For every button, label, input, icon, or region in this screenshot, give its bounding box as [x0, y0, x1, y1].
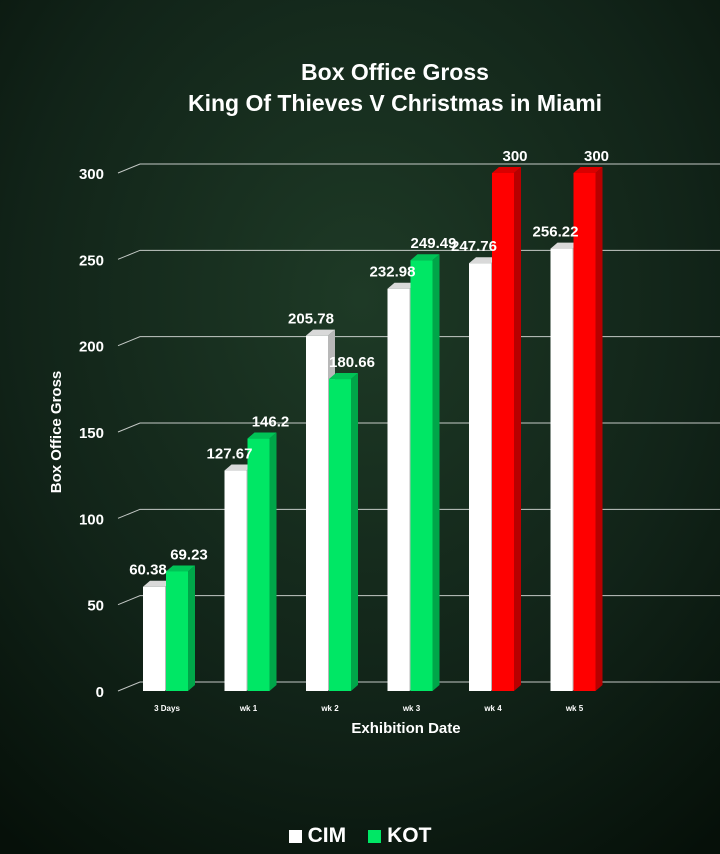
legend-item-cim: CIM — [288, 824, 347, 848]
data-label-cim: 232.98 — [370, 264, 416, 281]
gridline — [117, 422, 720, 433]
gridline — [117, 508, 720, 519]
gridline — [117, 336, 720, 347]
bar-cim — [306, 335, 328, 691]
bar-cim — [387, 288, 410, 691]
bar-top-kot — [492, 167, 521, 173]
bar-kot — [329, 379, 351, 691]
data-label-kot: 300 — [502, 148, 527, 165]
bar-top-kot — [247, 432, 277, 439]
x-tick-label: wk 1 — [239, 704, 258, 713]
bar-kot — [492, 173, 514, 691]
bar-kot — [247, 438, 270, 691]
bar-top-kot — [410, 254, 440, 261]
bar-side-kot — [351, 373, 358, 691]
bar-top-kot — [573, 167, 603, 173]
bar-kot — [573, 173, 596, 691]
x-axis-label: Exhibition Date — [351, 720, 460, 737]
bar-top-kot — [166, 565, 195, 572]
x-tick-label: wk 3 — [402, 704, 421, 713]
x-tick-label: wk 2 — [320, 704, 339, 713]
gridline — [117, 163, 720, 174]
bar-side-kot — [514, 167, 521, 691]
bar-side-kot — [188, 565, 195, 691]
data-label-kot: 146.2 — [252, 414, 290, 431]
bar-top-cim — [143, 580, 172, 587]
bar-side-kot — [595, 167, 603, 691]
x-tick-label: 3 Days — [154, 704, 180, 713]
bar-side-kot — [269, 432, 277, 691]
bar-kot — [410, 260, 433, 691]
legend-swatch-kot — [368, 829, 382, 843]
data-label-cim: 256.22 — [533, 224, 579, 241]
gridline — [117, 681, 720, 692]
chart-title-line-2: King Of Thieves V Christmas in Miami — [188, 90, 602, 116]
x-tick-label: wk 4 — [483, 704, 502, 713]
data-label-kot: 180.66 — [329, 354, 375, 371]
legend-label-kot: KOT — [387, 824, 432, 847]
y-tick-label: 0 — [96, 684, 104, 701]
data-label-kot: 249.49 — [411, 235, 457, 252]
legend: CIM KOT — [0, 824, 720, 848]
x-axis-ticks: 3 Days wk 1 wk 2 wk 3 wk 4 wk 5 — [154, 704, 584, 713]
bar-side-kot — [432, 254, 440, 691]
y-tick-label: 50 — [87, 598, 104, 615]
y-tick-label: 200 — [79, 339, 104, 356]
bar-top-cim — [224, 464, 254, 471]
chart-title-line-1: Box Office Gross — [301, 59, 489, 85]
legend-swatch-cim — [288, 829, 302, 843]
bar-top-cim — [306, 329, 335, 336]
bars — [143, 167, 603, 692]
bar-cim — [143, 586, 165, 691]
data-label-cim: 247.76 — [451, 238, 497, 255]
data-label-cim: 205.78 — [288, 311, 334, 328]
y-tick-label: 300 — [79, 166, 104, 183]
gridlines — [117, 163, 720, 692]
data-label-kot: 300 — [584, 148, 609, 165]
y-axis-ticks: 0 50 100 150 200 250 300 — [79, 166, 104, 701]
bar-cim — [550, 248, 573, 692]
y-tick-label: 150 — [79, 425, 104, 442]
legend-label-cim: CIM — [307, 824, 347, 847]
bar-top-cim — [387, 282, 417, 289]
bar-cim — [469, 263, 491, 691]
data-label-cim: 127.67 — [207, 446, 253, 463]
y-axis-label: Box Office Gross — [48, 371, 65, 494]
legend-item-kot: KOT — [368, 824, 431, 848]
y-tick-label: 100 — [79, 511, 104, 528]
bar-kot — [166, 571, 188, 691]
gridline — [117, 595, 720, 606]
bar-top-cim — [469, 257, 498, 264]
data-label-kot: 69.23 — [170, 546, 208, 563]
data-label-cim: 60.38 — [129, 562, 167, 579]
bar-top-cim — [550, 242, 580, 249]
y-tick-label: 250 — [79, 252, 104, 269]
bar-top-kot — [329, 373, 358, 380]
x-tick-label: wk 5 — [565, 704, 584, 713]
bar-cim — [224, 470, 247, 691]
gridline — [117, 249, 720, 260]
